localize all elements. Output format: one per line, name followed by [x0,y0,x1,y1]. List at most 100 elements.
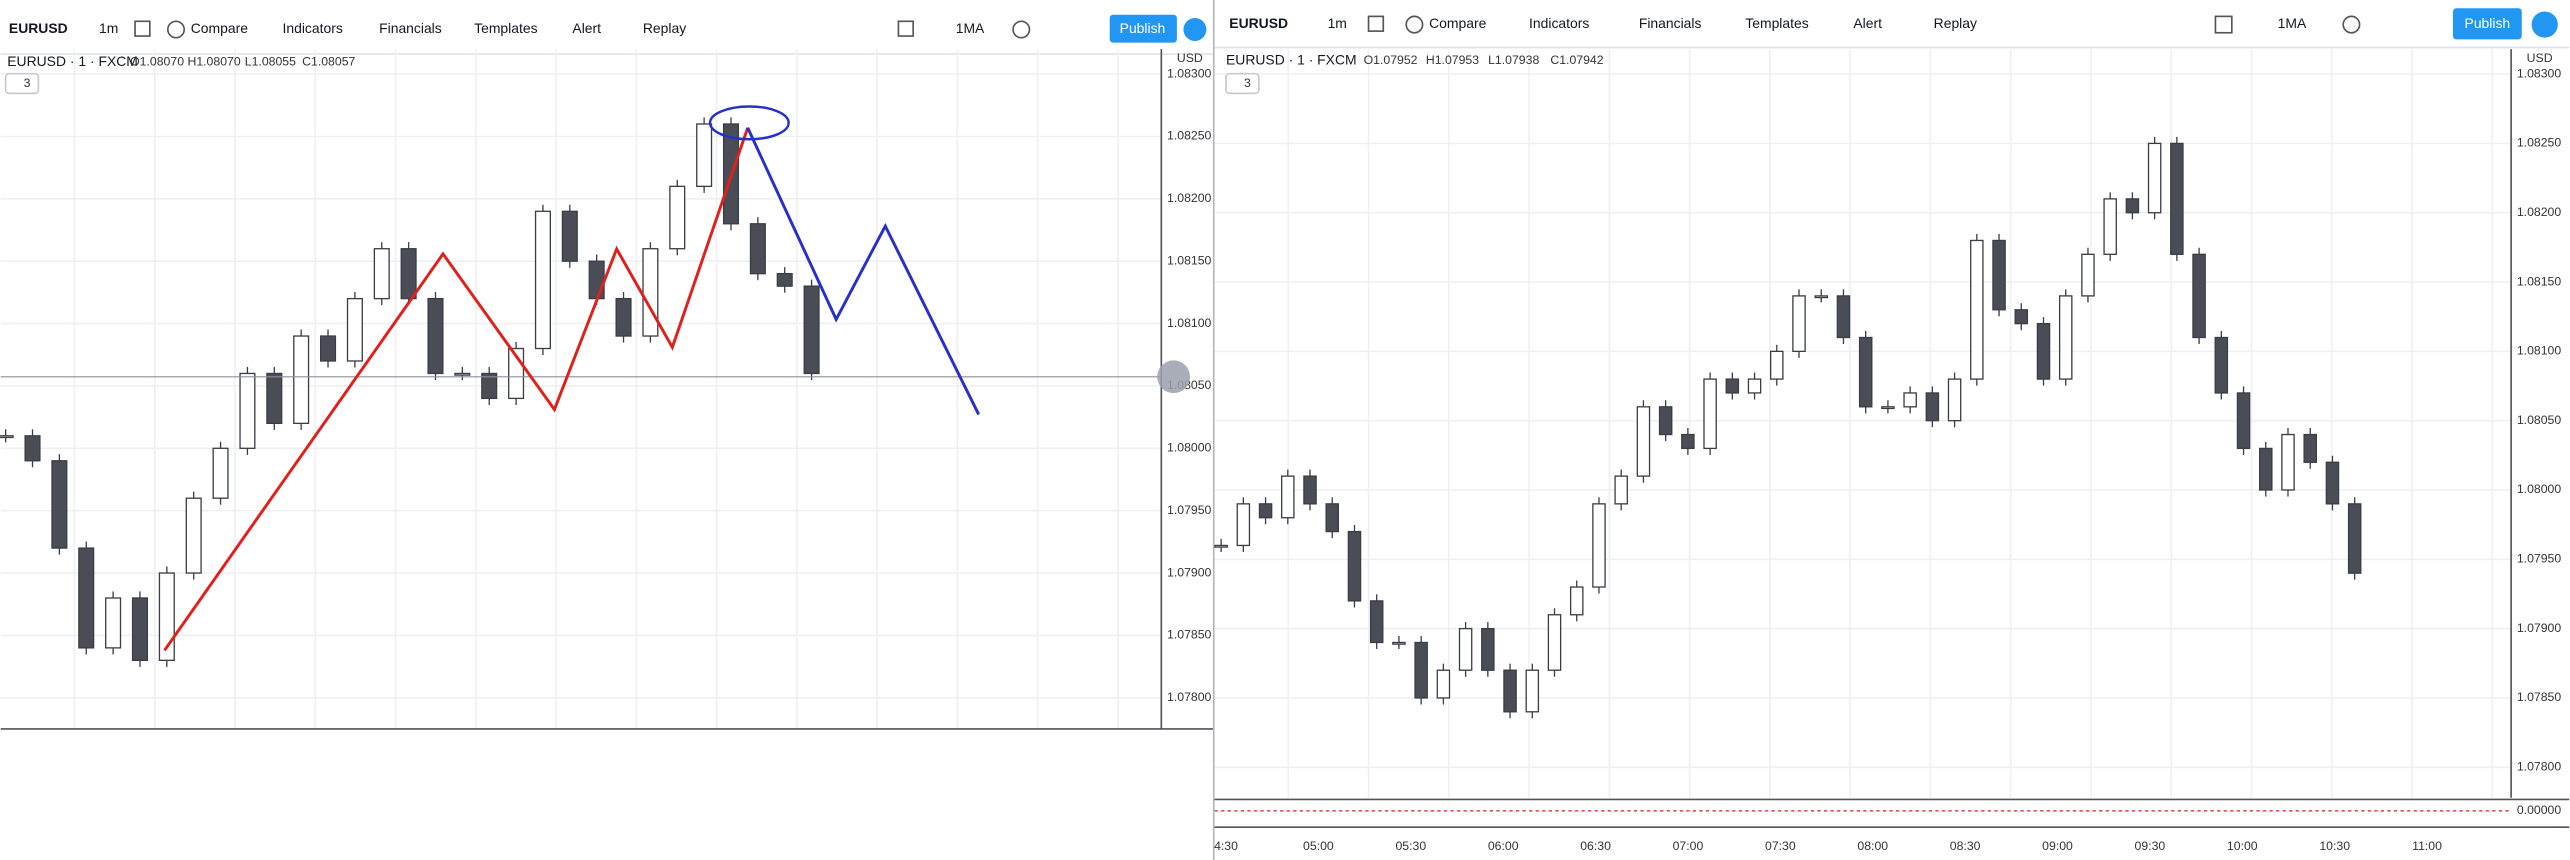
replay[interactable]: Replay [1934,15,1977,31]
y-tick-label: 1.08100 [2517,344,2562,358]
compare[interactable]: Compare [191,20,248,36]
candle [1903,392,1917,408]
candle [615,297,632,337]
candle [1458,627,1473,671]
ma[interactable]: 1MA [956,20,985,36]
interval[interactable]: 1m [99,20,118,36]
y-tick-label: 1.08250 [2517,136,2562,150]
replay[interactable]: Replay [643,20,686,36]
candle [2081,253,2095,297]
layout-icon[interactable] [897,20,914,37]
indicators[interactable]: Indicators [1529,15,1589,31]
currency: USD [2527,51,2553,65]
templates[interactable]: Templates [474,20,537,36]
candle [669,185,686,250]
candle [2303,433,2317,463]
candle [319,335,337,362]
financials[interactable]: Financials [1639,15,1702,31]
x-tick-label: 09:00 [2042,839,2073,853]
ellipse-drawing [708,105,790,141]
candle [1503,669,1517,713]
candle [1614,475,1628,505]
y-tick-label: 1.08000 [1167,441,1212,455]
candle [427,297,444,375]
candle [1970,239,1984,380]
candle [1369,600,1384,644]
candle [1236,503,1251,547]
scroll-button[interactable] [1157,360,1190,394]
candle [1525,669,1540,713]
y-tick-label: 1.08200 [1167,191,1212,205]
chart-type-icon[interactable] [1367,15,1385,32]
x-tick-label: 10:30 [2319,839,2350,853]
indicators[interactable]: Indicators [282,20,342,36]
candle [1569,586,1584,616]
ohlc-value: L1.07938 [1488,53,1539,67]
candle [776,273,793,287]
y-tick-label: 1.08100 [1167,316,1212,330]
publish[interactable]: Publish [2465,15,2511,31]
financials[interactable]: Financials [379,20,442,36]
symbol[interactable]: EURUSD [9,20,68,36]
ma[interactable]: 1MA [2278,15,2307,31]
play-button[interactable] [1183,18,1207,41]
y-tick-label: 1.07800 [1167,690,1212,704]
candle [185,497,202,574]
x-tick-label: 06:00 [1488,839,1519,853]
y-tick-label: 0.00000 [2517,803,2562,817]
badge-box [4,72,40,95]
candle [1325,503,1340,533]
x-tick-label: 11:00 [2412,839,2442,853]
publish-button[interactable] [1109,14,1177,43]
layout-icon[interactable] [2214,15,2233,34]
projection-drawing [746,127,980,416]
candle [1392,641,1406,645]
candle [131,597,149,662]
ohlc-value: H1.08070 [187,54,240,68]
alert[interactable]: Alert [1853,15,1882,31]
right-toolbar: EURUSD 1m Compare Indicators Financials … [1214,8,2570,49]
candle [346,297,363,362]
candle [2347,503,2362,574]
settings-icon[interactable] [2342,15,2361,34]
candle [561,210,578,262]
x-tick-label: 07:30 [1765,839,1796,853]
candle [0,435,14,439]
x-tick-label: 05:30 [1395,839,1426,853]
candle [1792,295,1806,353]
candle [1636,406,1651,477]
candle [373,248,390,300]
x-tick-label: 10:00 [2227,839,2258,853]
zigzag-drawing [163,127,750,652]
y-tick-label: 1.07950 [1167,503,1212,517]
candle [1881,406,1895,410]
candle [1703,378,1717,450]
badge: 3 [1244,76,1251,90]
y-tick-label: 1.07900 [2517,621,2562,635]
y-tick-label: 1.08000 [2517,482,2562,496]
alert[interactable]: Alert [572,20,601,36]
y-tick-label: 1.07800 [2517,760,2562,774]
ohlc-value: H1.07953 [1426,53,1479,67]
interval[interactable]: 1m [1328,15,1347,31]
settings-icon[interactable] [1012,20,1031,39]
candle [1303,475,1317,505]
play-button[interactable] [2531,11,2558,38]
candle [2147,142,2162,214]
chart-type-icon[interactable] [134,20,151,37]
symbol[interactable]: EURUSD [1229,15,1288,31]
candle [1592,503,1606,588]
publish[interactable]: Publish [1120,20,1166,36]
candle [51,460,68,549]
publish-button[interactable] [2452,8,2522,40]
candle [2325,461,2340,505]
ohlc-value: L1.08055 [245,54,296,68]
templates[interactable]: Templates [1745,15,1808,31]
candle [105,597,122,649]
y-tick-label: 1.07900 [1167,565,1212,579]
legend-title: EURUSD · 1 · FXCM [1226,51,1357,67]
compare[interactable]: Compare [1429,15,1486,31]
legend-title: EURUSD · 1 · FXCM [7,53,138,69]
candle [2281,433,2295,491]
